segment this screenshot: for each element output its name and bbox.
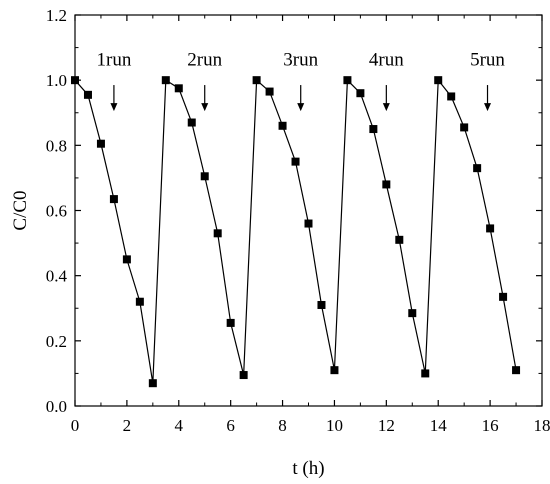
run-label: 2run — [187, 50, 222, 71]
data-point — [317, 300, 326, 309]
annotation-layer: 1run 2run 3run 4run 5run — [97, 50, 505, 112]
x-tick-label: 8 — [278, 416, 287, 435]
y-tick-label: 1.0 — [46, 71, 67, 90]
y-axis-title: C/C0 — [10, 190, 31, 230]
x-tick-label: 2 — [123, 416, 132, 435]
y-tick-label: 0.2 — [46, 332, 67, 351]
data-point — [304, 219, 313, 228]
data-point — [512, 366, 521, 375]
run-arrow-head — [484, 103, 492, 112]
data-point — [161, 76, 170, 85]
data-point — [330, 366, 339, 375]
x-tick-label: 18 — [534, 416, 550, 435]
data-point — [265, 87, 274, 96]
data-point — [83, 90, 92, 99]
data-point — [421, 369, 430, 378]
data-point — [382, 180, 391, 189]
data-point — [356, 89, 365, 98]
data-point — [109, 195, 118, 204]
data-point — [252, 76, 261, 85]
data-point — [96, 139, 105, 148]
data-point — [291, 157, 300, 166]
run-label: 4run — [369, 50, 404, 71]
plot-frame — [74, 14, 543, 407]
x-tick-label: 4 — [175, 416, 184, 435]
data-point — [486, 224, 495, 233]
run-arrow-head — [382, 103, 390, 112]
data-point — [473, 164, 482, 173]
data-point — [200, 172, 209, 181]
run-arrow-head — [297, 103, 305, 112]
data-point — [148, 379, 157, 388]
data-point — [343, 76, 352, 85]
x-tick-label: 12 — [378, 416, 395, 435]
run-label: 3run — [283, 50, 318, 71]
data-point — [434, 76, 443, 85]
axis-ticks: 0 2 4 6 8 10 12 14 16 18 0.0 0.2 0.4 0.6 0.8 1.0 1.2 — [46, 6, 550, 435]
data-point — [174, 84, 183, 93]
data-point — [135, 297, 144, 306]
run-label: 1run — [97, 50, 132, 71]
data-point — [369, 125, 378, 134]
x-tick-label: 0 — [71, 416, 80, 435]
y-tick-label: 1.2 — [46, 6, 67, 25]
data-point — [447, 92, 456, 101]
run-arrow-head — [110, 103, 118, 112]
y-tick-label: 0.6 — [46, 202, 67, 221]
x-tick-label: 16 — [482, 416, 499, 435]
data-point — [408, 309, 417, 318]
data-point — [122, 255, 131, 264]
data-point — [395, 235, 404, 244]
data-point — [460, 123, 469, 132]
data-point — [499, 292, 508, 301]
run-label: 5run — [470, 50, 505, 71]
y-tick-label: 0.0 — [46, 397, 67, 416]
y-tick-label: 0.4 — [46, 267, 68, 286]
data-point — [213, 229, 222, 238]
y-tick-label: 0.8 — [46, 136, 67, 155]
run-arrow-head — [201, 103, 209, 112]
data-point — [187, 118, 196, 127]
data-point — [278, 121, 287, 130]
data-point — [226, 318, 235, 327]
x-axis-title: t (h) — [292, 458, 324, 479]
x-tick-label: 6 — [226, 416, 235, 435]
x-tick-label: 10 — [326, 416, 343, 435]
series-line — [74, 78, 517, 384]
series-layer — [71, 76, 521, 388]
data-point — [239, 371, 248, 380]
x-tick-label: 14 — [430, 416, 448, 435]
